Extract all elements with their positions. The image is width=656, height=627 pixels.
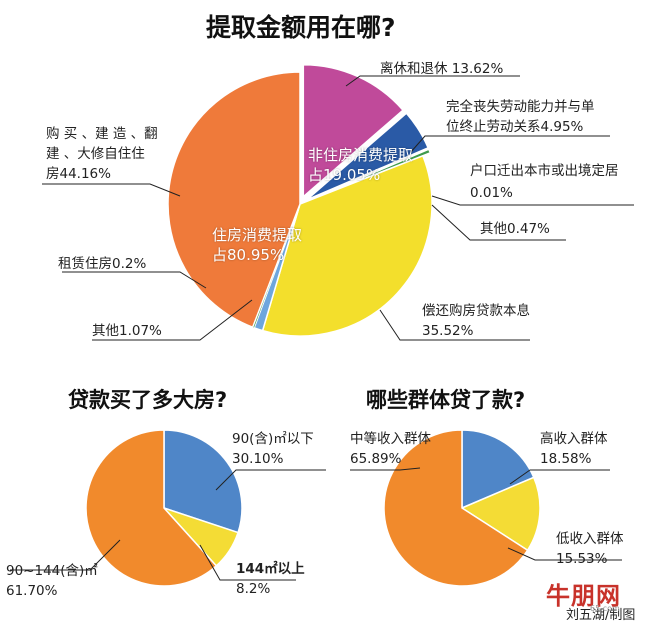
label-rent: 租赁住房0.2% <box>58 256 147 272</box>
label-high-income-value: 18.58% <box>540 451 592 467</box>
leader-line <box>509 469 610 485</box>
chart1-pie <box>167 63 433 337</box>
leader-line <box>42 183 181 197</box>
leader-line <box>199 544 296 581</box>
label-retirement: 离休和退休 13.62% <box>380 61 504 77</box>
label-disability: 完全丧失劳动能力并与单 <box>446 99 595 115</box>
leader-line <box>215 469 326 491</box>
leader-line <box>431 204 566 241</box>
label-under-90: 90(含)㎡以下 <box>232 431 314 447</box>
leader-line <box>345 75 520 87</box>
chart3-title: 哪些群体贷了款? <box>366 388 526 412</box>
label-under-90-value: 30.10% <box>232 451 284 467</box>
label-housing-group-value: 占80.95% <box>212 246 285 264</box>
leader-line <box>92 299 253 341</box>
label-middle-income: 中等收入群体 <box>350 431 431 447</box>
chart1-slice-1 <box>306 112 430 201</box>
leader-line <box>379 309 530 341</box>
chart3-slice-1 <box>460 476 541 552</box>
label-nonhousing-group: 非住房消费提取 <box>308 146 414 164</box>
label-other-housing: 其他1.07% <box>92 323 162 339</box>
label-loan-repayment: 偿还购房贷款本息 <box>422 303 530 319</box>
watermark-text: 牛朋网 <box>546 582 621 610</box>
leader-line <box>431 195 634 206</box>
label-housing-group: 住房消费提取 <box>212 226 303 244</box>
label-nonhousing-group-value: 占19.05% <box>308 166 381 184</box>
chart1-slice-3 <box>307 148 432 202</box>
chart1-title: 提取金额用在哪? <box>206 13 396 42</box>
watermark-logo: 牛朋网 <box>546 576 621 611</box>
label-purchase-2: 建 、大修自住住 <box>46 146 145 162</box>
watermark-small-text: 65.com <box>590 604 620 613</box>
label-over-144-value: 8.2% <box>236 581 271 597</box>
leader-line <box>409 135 610 154</box>
leader-lines <box>10 75 634 581</box>
chart2-pie <box>85 429 243 587</box>
label-other-nonhousing: 其他0.47% <box>480 221 550 237</box>
chart1-slice-4 <box>261 154 433 337</box>
chart3-slice-0 <box>461 429 535 510</box>
label-purchase-value: 房44.16% <box>46 166 111 182</box>
label-low-income: 低收入群体 <box>556 531 624 547</box>
label-middle-income-value: 65.89% <box>350 451 402 467</box>
chart1-slice-0 <box>302 63 405 199</box>
chart3-slice-2 <box>383 429 529 587</box>
label-emigration-value: 0.01% <box>470 185 513 201</box>
label-low-income-value: 15.53% <box>556 551 608 567</box>
chart2-slice-2 <box>85 429 218 587</box>
label-90-144-value: 61.70% <box>6 583 58 599</box>
chart3-pie <box>383 429 541 587</box>
leader-line <box>62 271 207 289</box>
chart2-title: 贷款买了多大房? <box>68 388 228 412</box>
leader-line <box>507 547 622 561</box>
label-emigration: 户口迁出本市或出境定居 <box>470 163 619 179</box>
label-disability-value: 位终止劳动关系4.95% <box>446 119 584 135</box>
label-over-144: 144㎡以上 <box>236 561 305 577</box>
label-90-144: 90~144(含)㎡ <box>6 563 98 579</box>
leader-line <box>10 539 121 571</box>
credit-text: 刘五湖/制图 <box>566 608 636 623</box>
chart2-slice-0 <box>163 429 243 534</box>
label-purchase: 购 买 、建 造 、翻 <box>46 126 158 142</box>
label-high-income: 高收入群体 <box>540 431 608 447</box>
leader-line <box>350 467 421 471</box>
label-loan-repayment-value: 35.52% <box>422 323 474 339</box>
chart1-slice-7 <box>167 71 301 329</box>
